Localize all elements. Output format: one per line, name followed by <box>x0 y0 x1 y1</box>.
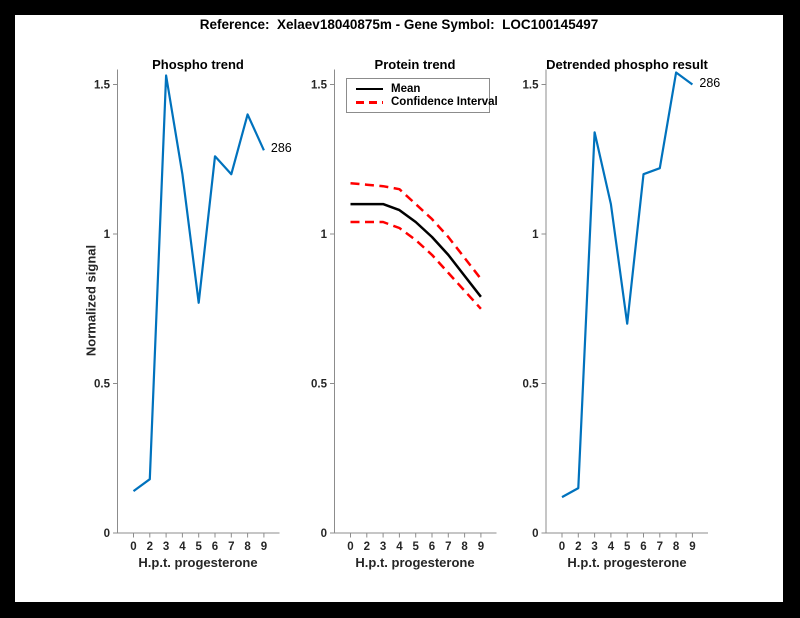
series-phospho-signal <box>132 74 265 492</box>
y-tick-label: 1 <box>104 229 111 241</box>
y-tick-label: 0.5 <box>311 379 328 391</box>
series-detrended-signal <box>561 71 694 499</box>
x-tick-label: 0 <box>347 541 353 553</box>
x-tick-label: 2 <box>147 541 153 553</box>
plot-svg: 0 2 3 4 5 6 7 8 900.511.50 2 3 4 5 6 7 8 900.511.50 2 3 4 5 6… <box>94 69 708 553</box>
x-tick-label: 2 <box>575 541 581 553</box>
y-tick-label: 1.5 <box>94 80 111 92</box>
x-tick-label: 8 <box>244 541 251 553</box>
y-tick-label: 0 <box>321 528 327 540</box>
subplot-phospho-title: Phospho trend <box>152 57 244 72</box>
x-axis-label-protein: H.p.t. progesterone <box>355 555 475 570</box>
x-tick-label: 9 <box>478 541 484 553</box>
mean-line-sample-icon <box>356 87 383 90</box>
series-ci-upper <box>350 181 482 280</box>
x-tick-label: 9 <box>261 541 267 553</box>
y-tick-label: 1.5 <box>523 80 540 92</box>
y-tick-label: 1 <box>532 229 539 241</box>
y-tick-label: 1.5 <box>311 80 328 92</box>
axis-spines <box>334 69 497 534</box>
x-tick-label: 5 <box>624 541 631 553</box>
y-tick-label: 0.5 <box>523 379 540 391</box>
figure-canvas: Reference: Xelaev18040875m - Gene Symbol… <box>15 15 783 602</box>
x-axis-label-phospho: H.p.t. progesterone <box>138 555 258 570</box>
x-tick-label: 4 <box>396 541 403 553</box>
x-tick-label: 0 <box>559 541 565 553</box>
x-tick-label: 4 <box>179 541 186 553</box>
x-tick-label: 7 <box>445 541 451 553</box>
y-tick-label: 0 <box>104 528 110 540</box>
confidence-line-sample-icon <box>356 101 383 104</box>
axis-spines <box>545 69 708 534</box>
y-axis-label: Normalized signal <box>83 244 99 357</box>
x-tick-label: 3 <box>380 541 386 553</box>
x-tick-label: 5 <box>195 541 202 553</box>
x-tick-label: 5 <box>412 541 419 553</box>
series-ci-lower <box>350 220 482 310</box>
x-tick-label: 7 <box>228 541 234 553</box>
legend-box: Mean Confidence Interval <box>346 78 498 113</box>
y-tick-label: 0.5 <box>94 379 111 391</box>
x-tick-label: 3 <box>591 541 597 553</box>
legend-entry-confidence: Confidence Interval <box>356 96 498 108</box>
y-tick-label: 0 <box>532 528 538 540</box>
x-tick-label: 6 <box>429 541 435 553</box>
y-tick-label: 1 <box>321 229 328 241</box>
legend-entry-mean: Mean <box>356 83 481 95</box>
subplot-protein-title: Protein trend <box>374 57 456 72</box>
subplot-detrended-title: Detrended phospho result <box>546 57 708 72</box>
x-tick-label: 3 <box>163 541 169 553</box>
x-axis-label-detrended: H.p.t. progesterone <box>567 555 687 570</box>
x-tick-label: 8 <box>673 541 680 553</box>
legend-label-confidence: Confidence Interval <box>391 96 498 109</box>
subplot-0-annotation: 286 <box>270 141 292 156</box>
x-tick-label: 6 <box>212 541 218 553</box>
series-mean <box>350 202 482 298</box>
figure-title: Reference: Xelaev18040875m - Gene Symbol… <box>199 17 599 32</box>
x-tick-label: 0 <box>130 541 136 553</box>
x-tick-label: 7 <box>657 541 663 553</box>
subplot-2-annotation: 286 <box>699 75 721 90</box>
x-tick-label: 4 <box>608 541 615 553</box>
x-tick-label: 9 <box>689 541 695 553</box>
x-tick-label: 2 <box>364 541 370 553</box>
x-tick-label: 8 <box>461 541 468 553</box>
x-tick-label: 6 <box>640 541 646 553</box>
legend-label-mean: Mean <box>391 82 421 95</box>
